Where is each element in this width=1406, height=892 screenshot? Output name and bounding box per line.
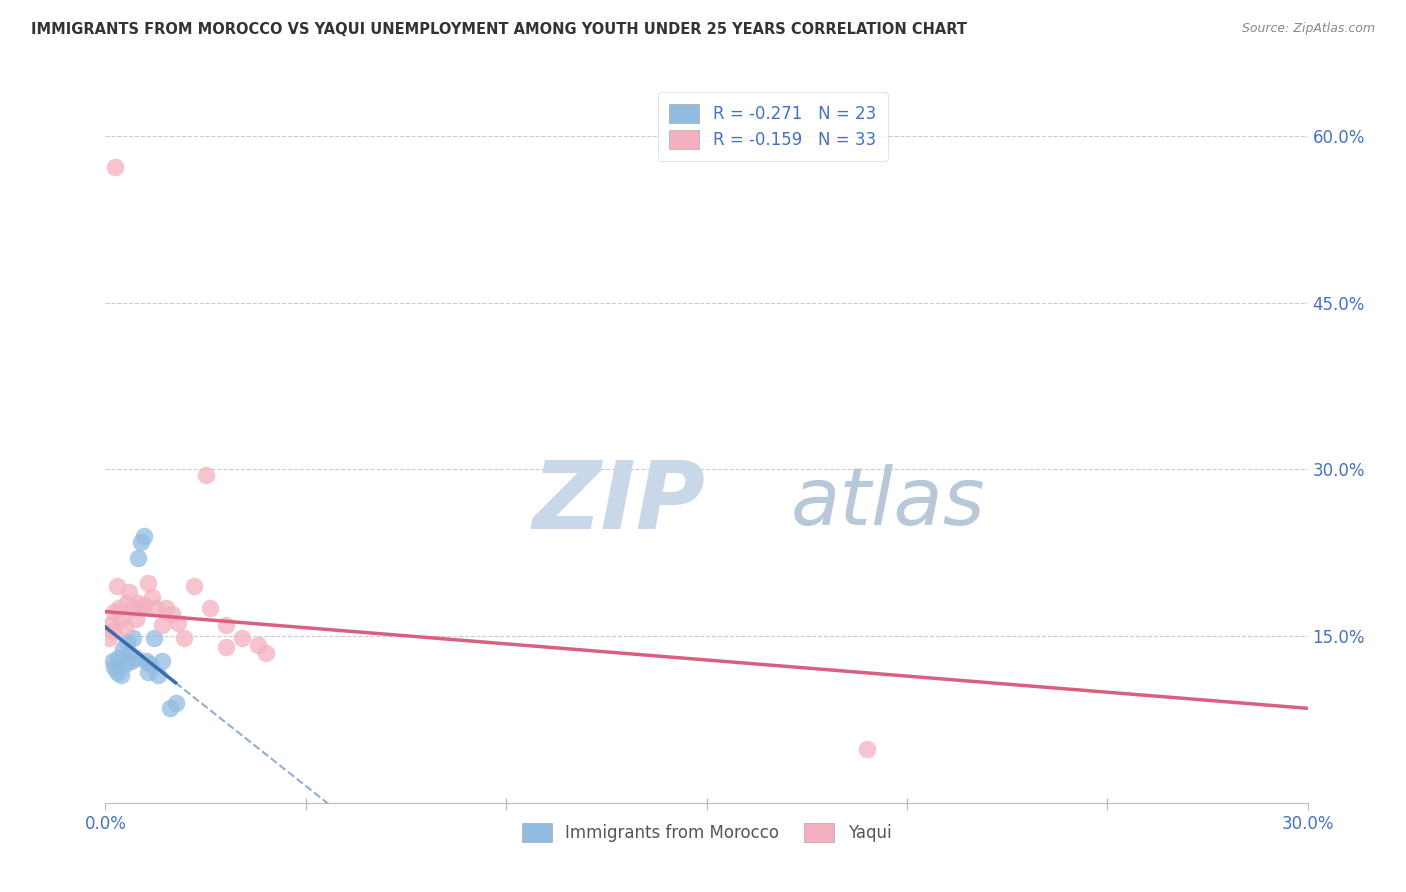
Point	[194, 467, 217, 482]
Point	[136, 665, 159, 679]
Point	[159, 701, 181, 715]
Point	[101, 624, 124, 638]
Point	[129, 601, 152, 615]
Text: IMMIGRANTS FROM MOROCCO VS YAQUI UNEMPLOYMENT AMONG YOUTH UNDER 25 YEARS CORRELA: IMMIGRANTS FROM MOROCCO VS YAQUI UNEMPLO…	[31, 22, 967, 37]
Point	[132, 598, 155, 612]
Point	[98, 618, 121, 632]
Point	[110, 668, 132, 682]
Point	[146, 668, 169, 682]
Point	[108, 601, 131, 615]
Point	[121, 653, 143, 667]
Text: atlas: atlas	[790, 464, 986, 542]
Point	[173, 632, 195, 646]
Point	[141, 590, 163, 604]
Point	[150, 653, 173, 667]
Point	[138, 657, 160, 671]
Point	[246, 638, 269, 652]
Point	[121, 601, 143, 615]
Point	[97, 632, 120, 646]
Point	[155, 601, 177, 615]
Point	[214, 640, 236, 655]
Text: ZIP: ZIP	[533, 457, 704, 549]
Point	[129, 534, 152, 549]
Point	[214, 618, 236, 632]
Point	[855, 742, 877, 756]
Point	[160, 607, 183, 621]
Point	[198, 601, 221, 615]
Point	[127, 596, 149, 610]
Point	[132, 529, 155, 543]
Point	[114, 657, 136, 671]
Point	[142, 632, 165, 646]
Point	[110, 612, 132, 626]
Legend: Immigrants from Morocco, Yaqui: Immigrants from Morocco, Yaqui	[515, 816, 898, 848]
Point	[104, 160, 127, 174]
Point	[101, 653, 124, 667]
Point	[114, 620, 136, 634]
Point	[112, 642, 135, 657]
Point	[254, 646, 277, 660]
Point	[107, 651, 129, 665]
Point	[145, 601, 167, 615]
Point	[105, 665, 128, 679]
Point	[166, 615, 188, 630]
Point	[105, 579, 128, 593]
Text: Source: ZipAtlas.com: Source: ZipAtlas.com	[1241, 22, 1375, 36]
Point	[118, 584, 141, 599]
Point	[117, 634, 139, 648]
Point	[103, 660, 125, 674]
Point	[124, 651, 146, 665]
Point	[117, 596, 139, 610]
Point	[231, 632, 253, 646]
Point	[183, 579, 205, 593]
Point	[122, 632, 145, 646]
Point	[150, 618, 173, 632]
Point	[124, 612, 146, 626]
Point	[127, 551, 149, 566]
Point	[103, 605, 125, 619]
Point	[118, 646, 141, 660]
Point	[135, 653, 157, 667]
Point	[136, 575, 159, 590]
Point	[165, 696, 187, 710]
